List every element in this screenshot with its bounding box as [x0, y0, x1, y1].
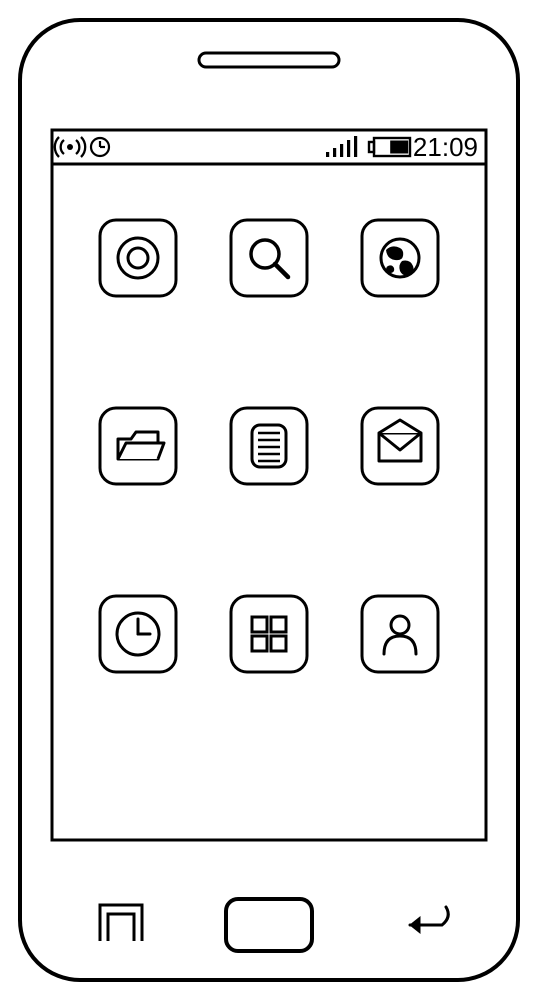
clock-app[interactable] — [100, 596, 176, 672]
contacts-app[interactable] — [362, 596, 438, 672]
files-app[interactable] — [100, 408, 176, 484]
statusbar-time: 21:09 — [413, 132, 478, 162]
notes-app[interactable] — [231, 408, 307, 484]
camera-app[interactable] — [100, 220, 176, 296]
search-app[interactable] — [231, 220, 307, 296]
browser-app[interactable] — [362, 220, 438, 296]
apps-app[interactable] — [231, 596, 307, 672]
mail-app[interactable] — [362, 408, 438, 484]
